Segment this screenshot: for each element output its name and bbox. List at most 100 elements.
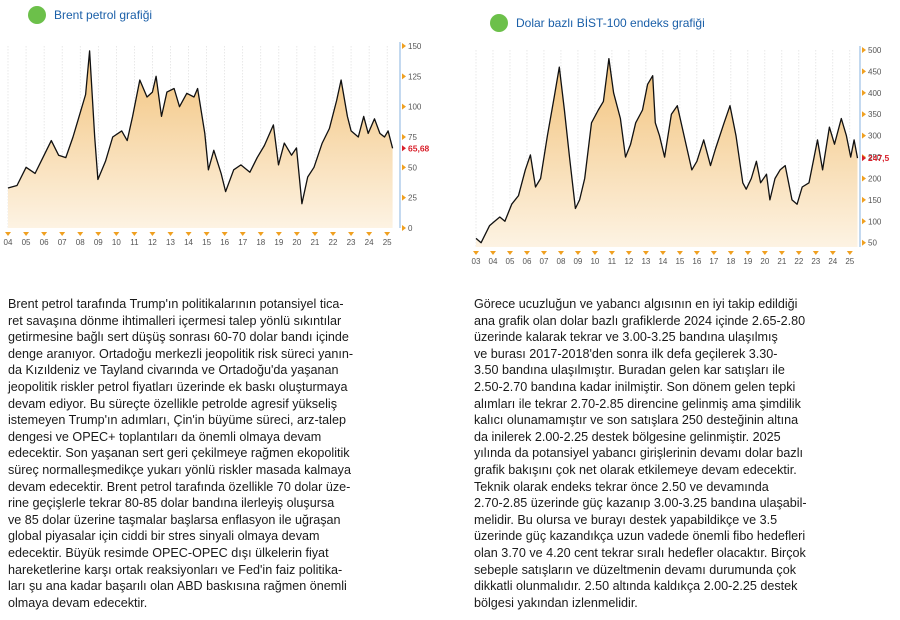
- bist-x-tick-marker: [812, 251, 819, 255]
- brent-x-tick-label: 07: [58, 238, 67, 247]
- brent-y-tick-label: 50: [408, 163, 417, 172]
- brent-x-tick-marker: [348, 232, 355, 236]
- brent-chart-title: Brent petrol grafiği: [54, 8, 153, 22]
- bist-x-tick-label: 25: [845, 257, 854, 266]
- brent-x-tick-label: 08: [76, 238, 85, 247]
- brent-y-tick-label: 100: [408, 103, 422, 112]
- green-dot-icon: [490, 14, 508, 32]
- bist-chart-title: Dolar bazlı BİST-100 endeks grafiği: [516, 16, 705, 30]
- brent-x-tick-marker: [221, 232, 228, 236]
- brent-x-tick-marker: [23, 232, 30, 236]
- brent-x-tick-marker: [113, 232, 120, 236]
- bist-x-tick-label: 13: [641, 257, 650, 266]
- brent-x-tick-marker: [366, 232, 373, 236]
- bist-y-tick-label: 200: [868, 174, 882, 183]
- brent-last-value-label: 65,68: [408, 143, 430, 153]
- bist-x-tick-label: 22: [794, 257, 803, 266]
- bist-commentary: Görece ucuzluğun ve yabancı algısının en…: [474, 297, 807, 610]
- bist-x-tick-label: 14: [658, 257, 667, 266]
- bist-x-tick-marker: [625, 251, 632, 255]
- brent-x-tick-marker: [59, 232, 66, 236]
- brent-x-tick-label: 21: [310, 238, 319, 247]
- brent-x-tick-marker: [5, 232, 11, 236]
- brent-x-tick-marker: [167, 232, 174, 236]
- brent-x-tick-label: 05: [22, 238, 31, 247]
- brent-line: [7, 50, 394, 205]
- brent-x-tick-marker: [203, 232, 210, 236]
- brent-y-tick-label: 25: [408, 194, 417, 203]
- brent-x-tick-label: 25: [383, 238, 392, 247]
- bist-x-tick-label: 10: [590, 257, 599, 266]
- bist-y-tick-label: 50: [868, 239, 877, 248]
- brent-y-tick-label: 75: [408, 133, 417, 142]
- bist-chart: 50 100 150 200 250 300 350 400 450 500 247,5 03 04 05…: [472, 46, 890, 266]
- bist-y-tick-label: 100: [868, 217, 882, 226]
- bist-x-tick-marker: [676, 251, 683, 255]
- bist-x-tick-label: 18: [726, 257, 735, 266]
- brent-x-tick-label: 09: [94, 238, 103, 247]
- bist-y-tick-label: 250: [868, 153, 882, 162]
- brent-y-tick-marker: [402, 194, 406, 201]
- brent-x-tick-marker: [149, 232, 156, 236]
- bist-x-tick-marker: [557, 251, 564, 255]
- brent-x-tick-label: 23: [347, 238, 356, 247]
- bist-y-tick-label: 400: [868, 89, 882, 98]
- bist-title-row: Dolar bazlı BİST-100 endeks grafiği: [490, 14, 705, 32]
- bist-x-tick-label: 21: [777, 257, 786, 266]
- bist-last-value-marker: [862, 155, 866, 162]
- brent-x-tick-marker: [131, 232, 138, 236]
- brent-x-tick-marker: [311, 232, 318, 236]
- brent-x-tick-label: 17: [238, 238, 247, 247]
- brent-last-value-marker: [402, 145, 406, 152]
- brent-x-tick-label: 10: [112, 238, 121, 247]
- brent-x-tick-label: 19: [274, 238, 283, 247]
- green-dot-icon: [28, 6, 46, 24]
- bist-x-tick-marker: [761, 251, 768, 255]
- brent-y-tick-marker: [402, 43, 406, 49]
- brent-x-tick-marker: [77, 232, 84, 236]
- brent-y-tick-label: 125: [408, 72, 422, 81]
- bist-x-tick-marker: [710, 251, 717, 255]
- brent-y-tick-label: 0: [408, 224, 413, 233]
- bist-x-tick-label: 07: [540, 257, 549, 266]
- brent-x-tick-marker: [257, 232, 264, 236]
- bist-y-tick-marker: [862, 196, 866, 203]
- bist-x-tick-marker: [846, 251, 853, 255]
- brent-y-tick-marker: [402, 225, 406, 231]
- bist-x-tick-marker: [473, 251, 479, 255]
- brent-x-tick-marker: [293, 232, 300, 236]
- brent-y-tick-label: 150: [408, 42, 422, 51]
- brent-x-tick-label: 15: [202, 238, 211, 247]
- brent-x-tick-label: 13: [166, 238, 175, 247]
- brent-x-tick-marker: [95, 232, 102, 236]
- bist-x-tick-marker: [659, 251, 666, 255]
- bist-x-tick-marker: [829, 251, 836, 255]
- brent-area: [8, 50, 393, 229]
- bist-x-tick-label: 04: [489, 257, 498, 266]
- bist-x-tick-label: 19: [743, 257, 752, 266]
- bist-x-tick-label: 17: [709, 257, 718, 266]
- brent-x-tick-marker: [275, 232, 282, 236]
- bist-x-tick-marker: [574, 251, 581, 255]
- brent-x-tick-label: 20: [292, 238, 301, 247]
- brent-x-tick-label: 18: [256, 238, 265, 247]
- brent-y-tick-marker: [402, 103, 406, 110]
- bist-line: [475, 57, 859, 244]
- bist-x-tick-marker: [608, 251, 615, 255]
- brent-x-tick-label: 22: [329, 238, 338, 247]
- bist-area: [476, 58, 858, 247]
- brent-y-tick-marker: [402, 134, 406, 140]
- bist-y-tick-marker: [862, 175, 866, 182]
- bist-y-tick-marker: [862, 218, 866, 225]
- brent-y-tick-marker: [402, 73, 406, 80]
- bist-y-tick-marker: [862, 111, 866, 118]
- brent-y-tick-marker: [402, 164, 406, 171]
- bist-y-tick-marker: [862, 132, 866, 139]
- brent-x-tick-marker: [185, 232, 192, 236]
- brent-x-tick-marker: [330, 232, 336, 236]
- bist-x-tick-label: 11: [608, 257, 617, 266]
- bist-x-tick-marker: [727, 251, 734, 255]
- bist-y-tick-label: 300: [868, 132, 882, 141]
- brent-commentary: Brent petrol tarafında Trump'ın politika…: [8, 297, 354, 610]
- bist-x-tick-label: 09: [573, 257, 582, 266]
